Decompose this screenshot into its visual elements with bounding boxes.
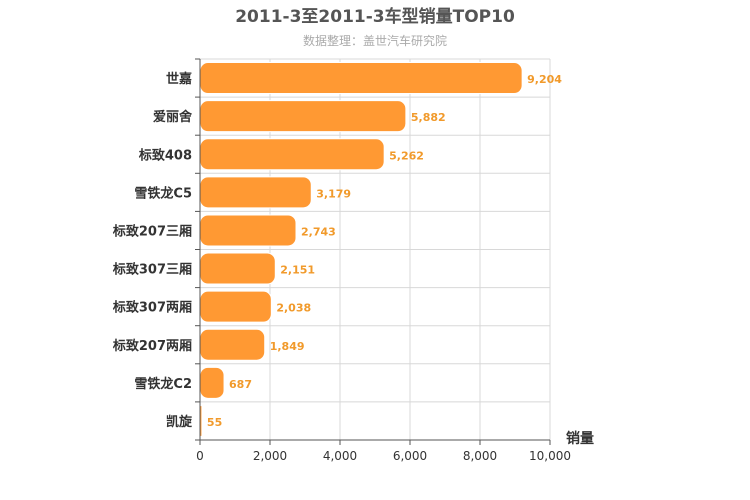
x-tick-label: 2,000: [253, 449, 287, 463]
value-label: 1,849: [270, 340, 305, 353]
x-tick-label: 10,000: [529, 449, 571, 463]
labels: 世嘉 9,204 爱丽舍 5,882 标致408 5,262 雪铁龙C5 3,179 标致207…: [112, 71, 571, 463]
bars: [199, 62, 523, 437]
category-label: 凯旋: [166, 414, 193, 430]
x-tick-label: 0: [196, 449, 204, 463]
category-label: 爱丽舍: [153, 109, 193, 125]
axes: [195, 58, 551, 445]
category-label: 标致408: [138, 147, 192, 163]
value-label: 2,151: [280, 264, 315, 277]
category-label: 标致307三厢: [112, 262, 192, 278]
bar[interactable]: [199, 328, 266, 361]
value-label: 3,179: [316, 187, 351, 200]
bar[interactable]: [199, 138, 385, 171]
category-label: 标致207两厢: [112, 338, 192, 354]
category-label: 标致307两厢: [112, 300, 192, 316]
bar[interactable]: [199, 62, 523, 95]
value-label: 5,262: [389, 149, 424, 162]
x-tick-label: 8,000: [463, 449, 497, 463]
value-label: 2,038: [276, 302, 311, 315]
grid-lines: [200, 58, 551, 441]
value-label: 55: [207, 416, 222, 429]
bar[interactable]: [199, 366, 225, 399]
category-label: 雪铁龙C5: [134, 185, 192, 201]
category-label: 雪铁龙C2: [134, 376, 192, 392]
value-label: 2,743: [301, 225, 336, 238]
bar[interactable]: [199, 176, 312, 209]
bar[interactable]: [199, 252, 276, 285]
chart-title: 2011-3至2011-3车型销量TOP10: [235, 6, 515, 27]
category-label: 世嘉: [166, 71, 192, 87]
value-label: 9,204: [527, 73, 562, 86]
value-label: 5,882: [411, 111, 446, 124]
x-axis-title: 销量: [566, 430, 594, 447]
category-label: 标致207三厢: [112, 223, 192, 239]
bar[interactable]: [199, 290, 272, 323]
chart-subtitle: 数据整理：盖世汽车研究院: [303, 33, 447, 48]
bar[interactable]: [199, 100, 407, 133]
value-label: 687: [229, 378, 252, 391]
bar[interactable]: [199, 214, 297, 247]
x-tick-label: 4,000: [323, 449, 357, 463]
x-tick-label: 6,000: [393, 449, 427, 463]
